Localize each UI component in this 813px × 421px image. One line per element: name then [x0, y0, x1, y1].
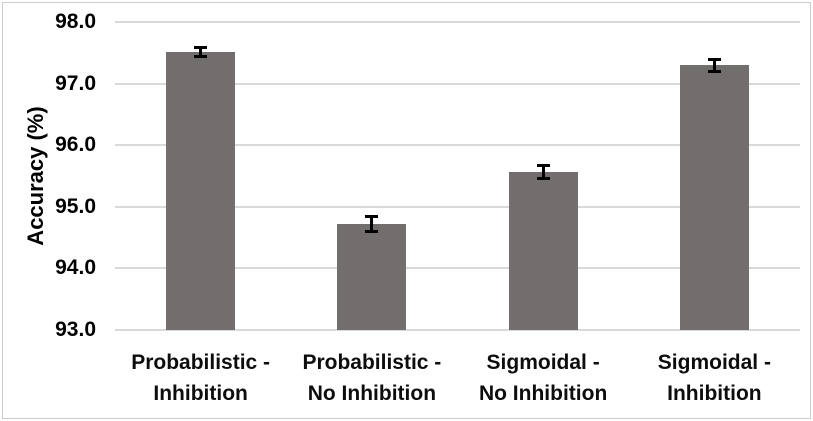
bar [679, 65, 749, 330]
error-bar [365, 229, 379, 233]
y-axis-title: Accuracy (%) [23, 106, 48, 246]
error-bar [370, 217, 374, 231]
x-category-label: Probabilistic - Inhibition [131, 351, 271, 405]
y-tick-label: 98.0 [55, 10, 96, 33]
y-tick-label: 97.0 [55, 71, 96, 95]
error-bar [712, 59, 716, 71]
error-bar [194, 46, 208, 50]
bar [166, 52, 236, 330]
error-bar [536, 163, 550, 167]
error-bar [199, 48, 203, 56]
x-category-label: Sigmoidal - No Inhibition [478, 351, 608, 405]
gridline [115, 21, 800, 23]
error-bar [365, 215, 379, 219]
error-bar [536, 176, 550, 180]
y-tick-label: 96.0 [55, 133, 96, 157]
y-tick-label: 94.0 [55, 256, 96, 280]
y-tick-label: 93.0 [55, 318, 96, 341]
error-bar [707, 69, 721, 73]
bar [337, 224, 407, 330]
error-bar [194, 54, 208, 58]
bar [508, 171, 578, 330]
y-tick-label: 95.0 [55, 194, 96, 218]
x-category-label: Probabilistic - No Inhibition [302, 351, 442, 405]
x-category-label: Sigmoidal - Inhibition [657, 351, 771, 405]
error-bar [707, 57, 721, 61]
error-bar [541, 165, 545, 178]
